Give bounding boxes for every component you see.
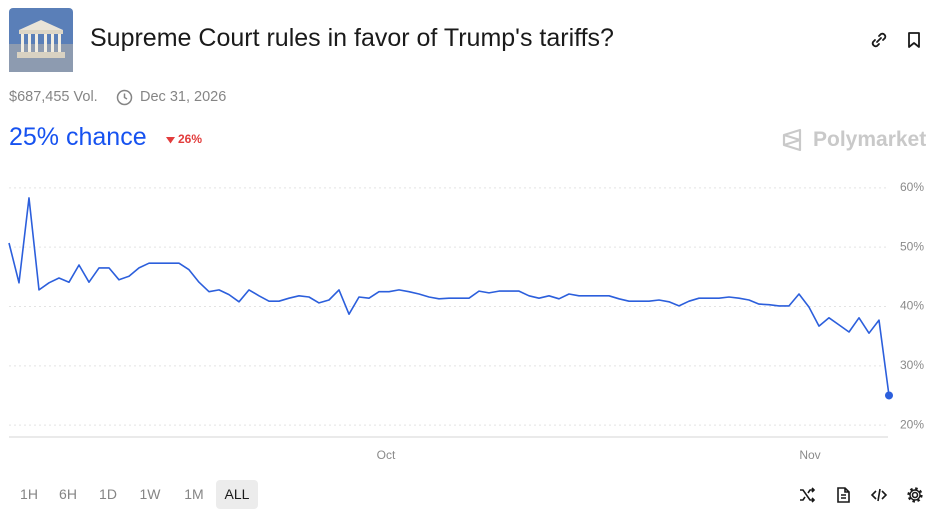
x-tick-label: Nov [799,448,820,462]
change: 26% [178,132,203,146]
y-tick-label: 60% [900,180,924,194]
range-button[interactable]: 1D [99,486,117,502]
y-tick-label: 20% [900,417,924,431]
last-point [885,391,893,400]
document-icon[interactable] [834,486,852,504]
volume: $687,455 Vol. [9,89,98,105]
shuffle-icon[interactable] [798,486,816,504]
range-button[interactable]: ALL [216,480,258,509]
down-arrow [166,137,175,144]
market-title: Supreme Court rules in favor of Trump's … [90,24,614,52]
embed-icon[interactable] [870,486,888,504]
range-button[interactable]: 1M [184,486,204,502]
link-icon[interactable] [870,31,888,49]
brand: Polymarket [813,128,927,151]
range-button[interactable]: 6H [59,486,77,502]
end-date: Dec 31, 2026 [140,89,227,105]
settings-icon[interactable] [906,486,924,504]
y-tick-label: 40% [900,299,924,313]
brand-logo [782,128,802,152]
range-button[interactable]: 1H [20,486,38,502]
y-tick-label: 50% [900,239,924,253]
chart: 20% 30% 40% 50% 60% Oct Nov [8,180,924,462]
market-thumbnail [9,8,73,72]
x-tick-label: Oct [377,448,396,462]
range-button[interactable]: 1W [139,486,161,502]
chance: 25% chance [9,123,147,151]
bookmark-icon[interactable] [906,31,922,49]
price-line [8,197,890,396]
clock-icon [116,89,133,106]
y-tick-label: 30% [900,358,924,372]
